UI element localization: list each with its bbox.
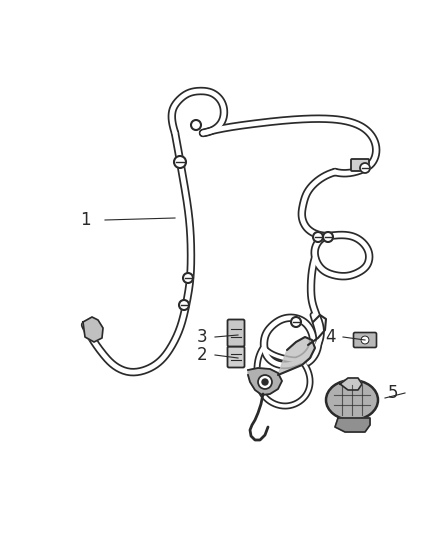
Circle shape <box>291 317 301 327</box>
Polygon shape <box>83 317 103 342</box>
FancyBboxPatch shape <box>227 346 244 367</box>
Circle shape <box>179 300 189 310</box>
Circle shape <box>191 120 201 130</box>
Text: 5: 5 <box>388 384 398 402</box>
Polygon shape <box>340 378 362 390</box>
Text: 2: 2 <box>197 346 207 364</box>
Text: 3: 3 <box>197 328 207 346</box>
FancyBboxPatch shape <box>353 333 377 348</box>
Circle shape <box>360 163 370 173</box>
Text: 4: 4 <box>325 328 335 346</box>
Circle shape <box>258 375 272 389</box>
Ellipse shape <box>326 380 378 420</box>
Polygon shape <box>278 337 315 375</box>
Circle shape <box>361 336 369 344</box>
Text: 1: 1 <box>80 211 90 229</box>
Polygon shape <box>335 418 370 432</box>
Circle shape <box>183 273 193 283</box>
Circle shape <box>313 232 323 242</box>
Circle shape <box>262 379 268 385</box>
FancyBboxPatch shape <box>351 159 369 171</box>
FancyBboxPatch shape <box>227 319 244 346</box>
Polygon shape <box>248 368 282 395</box>
Circle shape <box>323 232 333 242</box>
Circle shape <box>174 156 186 168</box>
